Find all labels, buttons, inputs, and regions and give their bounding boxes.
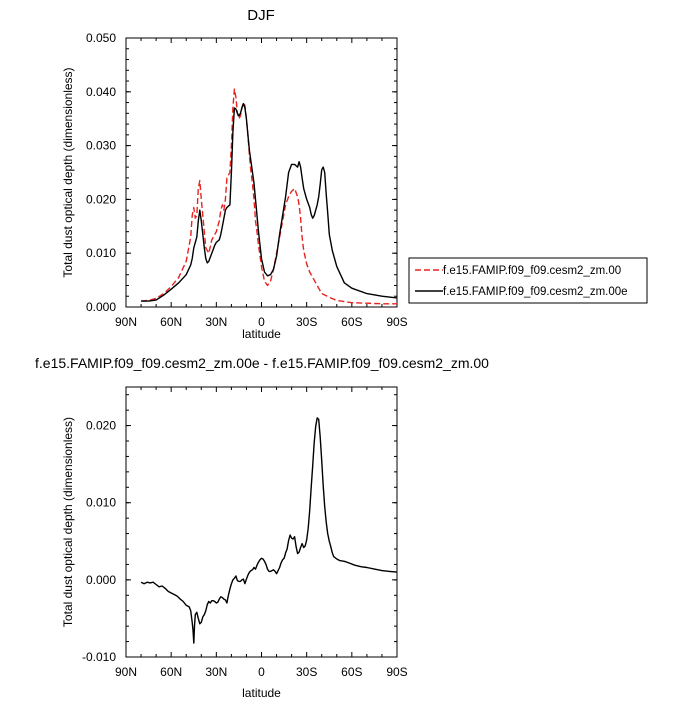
series-line-2: [141, 102, 398, 302]
x-tick-label: 90S: [386, 665, 407, 679]
legend-label: f.e15.FAMIP.f09_f09.cesm2_zm.00: [443, 265, 621, 277]
y-tick-label: 0.020: [86, 419, 116, 433]
x-tick-label: 90S: [386, 315, 407, 329]
x-axis-label: latitude: [242, 686, 281, 700]
y-tick-label: 0.050: [86, 31, 116, 45]
x-tick-label: 30N: [205, 315, 227, 329]
x-tick-label: 60S: [341, 315, 362, 329]
y-tick-label: 0.010: [86, 496, 116, 510]
x-tick-label: 60S: [341, 665, 362, 679]
x-tick-label: 30S: [296, 665, 317, 679]
x-tick-label: 90N: [115, 315, 137, 329]
chart-2-frame: [125, 386, 398, 658]
y-tick-label: 0.030: [86, 139, 116, 153]
x-tick-label: 30S: [296, 315, 317, 329]
series-line-1: [140, 417, 398, 644]
y-tick-label: 0.040: [86, 85, 116, 99]
x-tick-label: 30N: [205, 665, 227, 679]
x-tick-label: 90N: [115, 665, 137, 679]
x-tick-label: 0: [258, 665, 265, 679]
legend-box: [408, 257, 648, 304]
x-axis-label: latitude: [242, 327, 281, 341]
x-tick-label: 60N: [160, 315, 182, 329]
chart-1-title: DJF: [247, 7, 275, 24]
y-tick-label: -0.010: [82, 650, 116, 664]
series-line-1: [141, 88, 397, 305]
x-tick-label: 0: [258, 315, 265, 329]
y-tick-label: 0.010: [86, 246, 116, 260]
chart-2-title: f.e15.FAMIP.f09_f09.cesm2_zm.00e - f.e15…: [35, 355, 489, 371]
x-tick-label: 60N: [160, 665, 182, 679]
y-tick-label: 0.000: [86, 300, 116, 314]
y-tick-label: 0.000: [86, 573, 116, 587]
y-tick-label: 0.020: [86, 192, 116, 206]
y-axis-label: Total dust optical depth (dimensionless): [61, 417, 75, 627]
y-axis-label: Total dust optical depth (dimensionless): [61, 67, 75, 277]
legend-label: f.e15.FAMIP.f09_f09.cesm2_zm.00e: [443, 286, 628, 298]
